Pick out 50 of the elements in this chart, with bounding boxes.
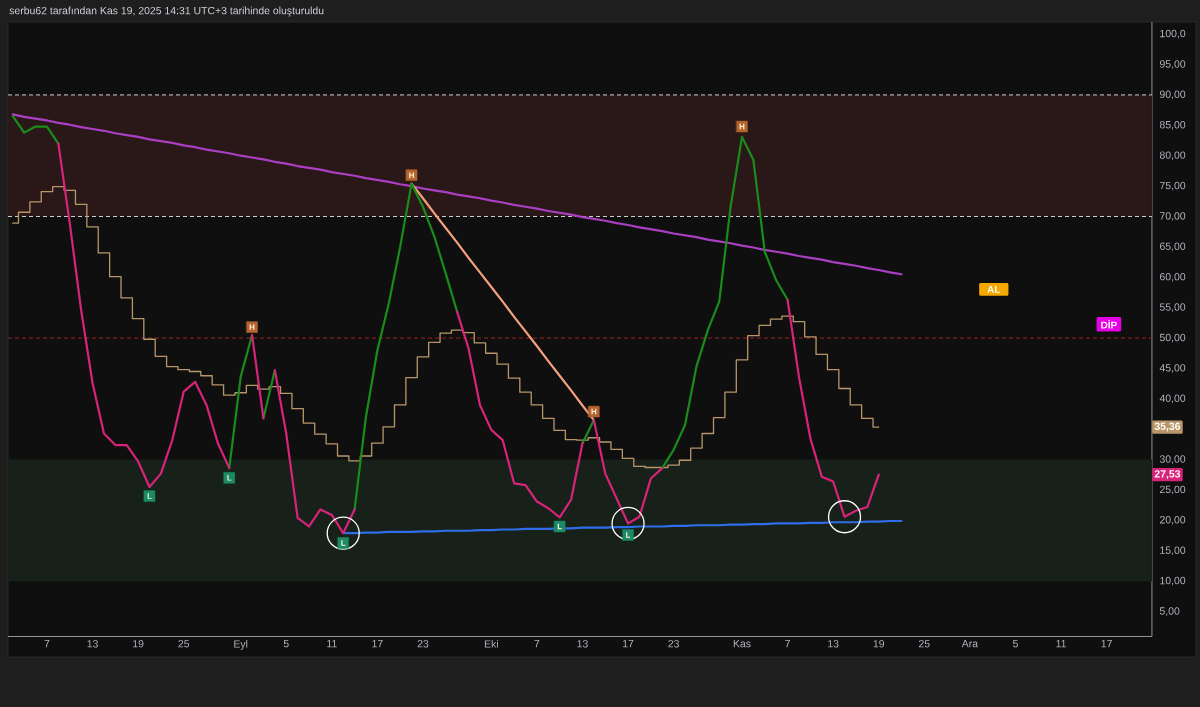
y-tick-label: 50,00 (1159, 333, 1186, 343)
y-tick-label: 10,00 (1160, 576, 1186, 586)
y-tick-label: 65,00 (1160, 242, 1186, 252)
y-tick-label: 100,0 (1160, 29, 1186, 39)
y-tick-label: 35,36 (1154, 422, 1181, 432)
x-tick-label: 25 (919, 640, 930, 648)
x-tick-label: 5 (1012, 640, 1018, 648)
point (827, 500, 862, 534)
y-tick-label: 15,00 (1160, 546, 1186, 556)
x-tick-label: 7 (44, 640, 50, 648)
x-tick-label: 13 (828, 640, 839, 648)
y-tick-label: 45,00 (1159, 364, 1186, 373)
x-tick-label: 11 (327, 640, 337, 648)
x-tick-label: 23 (417, 640, 429, 648)
x-tick-label: 13 (87, 640, 98, 648)
annotation: DİP (1101, 319, 1117, 329)
x-tick-label: 23 (668, 640, 679, 648)
x-tick-label: 17 (1101, 640, 1112, 648)
x-tick-label: Eki (484, 640, 498, 648)
annotation: AL (987, 285, 1001, 293)
chart-title: serbu62 tarafından Kas 19, 2025 14:31 UTC+3 tarihinde oluşturuldu (9, 6, 324, 17)
y-tick-label: 27,53 (1154, 470, 1181, 480)
x-tick-label: Eyl (234, 640, 248, 650)
x-tick-label: 11 (1056, 640, 1066, 648)
x-tick-label: 19 (873, 640, 885, 648)
y-tick-label: 40,00 (1159, 394, 1186, 404)
x-tick-label: 25 (178, 640, 190, 648)
x-tick-label: Ara (961, 640, 979, 648)
y-tick-label: 55,00 (1159, 303, 1186, 312)
y-tick-label: 60,00 (1160, 272, 1186, 282)
y-tick-label: 5,00 (1159, 607, 1180, 616)
point (326, 516, 360, 550)
y-tick-label: 80,00 (1159, 151, 1186, 161)
y-tick-label: 85,00 (1159, 121, 1186, 130)
x-tick-label: 17 (372, 640, 383, 648)
y-tick-label: 75,00 (1160, 181, 1186, 191)
x-tick-label: Kas (733, 640, 751, 648)
y-tick-label: 25,00 (1160, 485, 1186, 495)
x-tick-label: 7 (534, 640, 540, 648)
y-tick-label: 95,00 (1159, 60, 1186, 69)
x-tick-label: 17 (623, 640, 634, 648)
y-tick-label: 20,00 (1160, 516, 1186, 525)
x-tick-label: 13 (577, 640, 588, 648)
x-tick-label: 5 (283, 640, 289, 648)
x-tick-label: 19 (133, 640, 144, 648)
point (611, 506, 645, 541)
y-tick-label: 70,00 (1160, 212, 1186, 221)
x-tick-label: 7 (785, 640, 790, 648)
y-tick-label: 90,00 (1159, 90, 1186, 100)
y-tick-label: 30,00 (1159, 455, 1186, 464)
